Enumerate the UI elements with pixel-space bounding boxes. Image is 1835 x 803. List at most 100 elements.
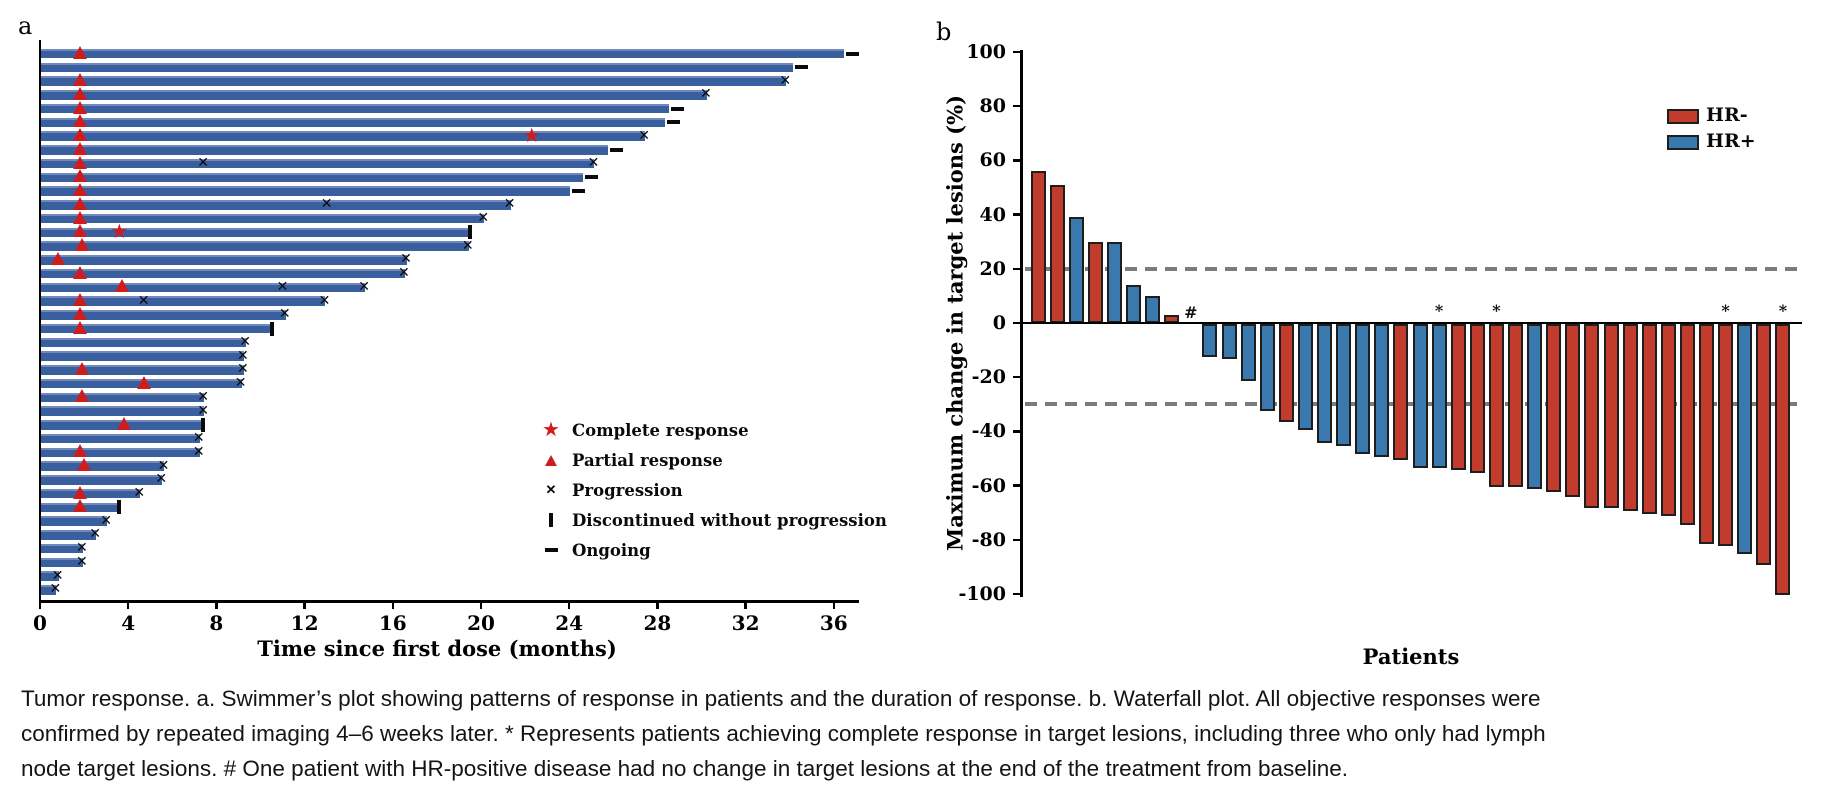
swimmer-bar <box>41 447 200 457</box>
partial-response-triangle-marker <box>74 238 89 251</box>
panel-b-zero-axis <box>1020 321 1802 324</box>
hr-positive-label: HR+ <box>1706 130 1756 152</box>
panel-a-x-axis-title: Time since first dose (months) <box>257 636 617 661</box>
partial-response-triangle-marker <box>72 485 87 499</box>
x-tick-mark <box>479 600 483 609</box>
swimmer-bar <box>41 571 59 581</box>
waterfall-bar <box>1355 324 1371 455</box>
y-tick-mark <box>1013 104 1022 108</box>
waterfall-bar <box>1603 324 1619 509</box>
waterfall-bar <box>1068 217 1084 323</box>
swimmer-bar <box>41 543 83 554</box>
progression-x-marker: ✕ <box>400 251 412 268</box>
swimmer-bar <box>41 323 273 334</box>
y-tick-label: -40 <box>971 420 1006 443</box>
complete-response-star-icon: ★ <box>542 419 560 441</box>
waterfall-bar <box>1488 324 1504 487</box>
ongoing-marker <box>794 65 808 70</box>
swimmer-bar <box>41 90 707 100</box>
waterfall-bar <box>1106 241 1122 323</box>
partial-response-triangle-marker <box>50 251 65 265</box>
swimmer-bar <box>41 255 408 265</box>
y-tick-label: 0 <box>992 312 1006 334</box>
ongoing-marker <box>585 175 599 180</box>
waterfall-bar <box>1718 324 1734 547</box>
swimmer-bar <box>41 186 571 196</box>
swimmer-bar <box>41 392 205 402</box>
progression-x-marker: ✕ <box>503 196 516 213</box>
swimmer-bar <box>41 131 646 141</box>
y-tick-label: -100 <box>958 583 1006 605</box>
partial-response-triangle-marker <box>136 375 151 389</box>
waterfall-bar <box>1145 295 1161 323</box>
partial-response-triangle-marker <box>72 183 87 196</box>
progression-x-marker: ✕ <box>638 127 651 144</box>
partial-response-triangle-marker <box>72 210 87 224</box>
swimmer-bar <box>41 227 471 237</box>
waterfall-bar <box>1049 184 1065 323</box>
swimmer-bar <box>41 158 595 169</box>
waterfall-bar <box>1565 324 1581 498</box>
x-tick-label: 32 <box>731 611 760 635</box>
swimmer-bar <box>41 530 97 540</box>
swimmer-bar <box>41 475 163 485</box>
legend-item-partial-response: Partial response <box>536 447 723 473</box>
partial-response-triangle-marker <box>72 499 87 513</box>
legend-item-complete-response: ★ Complete response <box>536 417 749 443</box>
waterfall-bar <box>1336 324 1352 446</box>
legend-item-label: Ongoing <box>572 540 651 560</box>
x-tick-label: 24 <box>555 611 584 635</box>
waterfall-bar <box>1756 324 1772 566</box>
panel-b-label: b <box>936 18 952 46</box>
asterisk-annotation: * <box>1492 301 1501 320</box>
progression-x-marker: ✕ <box>155 471 168 488</box>
asterisk-annotation: * <box>1434 301 1444 320</box>
hr-negative-label: HR- <box>1706 104 1748 126</box>
progression-x-marker: ✕ <box>477 210 490 226</box>
progression-x-marker: ✕ <box>236 361 249 378</box>
x-tick-mark <box>832 600 836 609</box>
y-tick-label: -20 <box>971 366 1006 389</box>
waterfall-bar <box>1546 324 1562 493</box>
x-tick-label: 4 <box>121 611 136 635</box>
x-tick-label: 36 <box>819 611 848 635</box>
waterfall-bar <box>1393 324 1409 460</box>
y-tick-mark <box>1013 430 1022 433</box>
waterfall-bar <box>1202 324 1218 357</box>
y-tick-label: 80 <box>979 95 1006 118</box>
swimmer-bar <box>41 365 244 375</box>
waterfall-bar <box>1584 324 1600 509</box>
y-tick-label: 20 <box>979 257 1006 280</box>
partial-response-triangle-marker <box>72 265 87 279</box>
partial-response-triangle-marker <box>72 100 87 114</box>
discontinued-bar-icon <box>536 513 566 527</box>
progression-x-marker: ✕ <box>100 512 112 529</box>
waterfall-bar <box>1508 324 1523 487</box>
progression-x-marker: ✕ <box>779 72 792 89</box>
progression-x-marker: ✕ <box>192 443 205 460</box>
swimmer-bar <box>41 585 57 595</box>
x-tick-mark <box>567 600 571 609</box>
swimmer-bar <box>41 433 200 444</box>
panel-a-x-axis <box>38 600 859 603</box>
swimmer-bar <box>41 268 405 279</box>
progression-x-marker: ✕ <box>236 347 249 364</box>
progression-x-marker: ✕ <box>276 278 289 295</box>
swimmer-bar <box>41 337 247 347</box>
partial-response-triangle-marker <box>72 141 87 155</box>
progression-x-marker: ✕ <box>76 553 88 570</box>
progression-x-marker: ✕ <box>51 567 64 584</box>
panel-b-y-axis-title: Maximum change in target lesions (%) <box>942 94 968 552</box>
x-tick-label: 12 <box>290 611 319 635</box>
waterfall-bar <box>1297 324 1313 430</box>
partial-response-triangle-marker <box>72 86 87 100</box>
waterfall-bar <box>1641 324 1657 514</box>
discontinued-marker <box>269 321 274 336</box>
caption-line-1: Tumor response. a. Swimmer’s plot showin… <box>21 686 1541 711</box>
reference-dashed-line <box>1025 266 1802 271</box>
progression-x-marker: ✕ <box>137 292 150 309</box>
x-tick-mark <box>391 600 395 609</box>
swimmer-bar <box>41 557 83 567</box>
panel-a-y-axis <box>38 40 41 602</box>
